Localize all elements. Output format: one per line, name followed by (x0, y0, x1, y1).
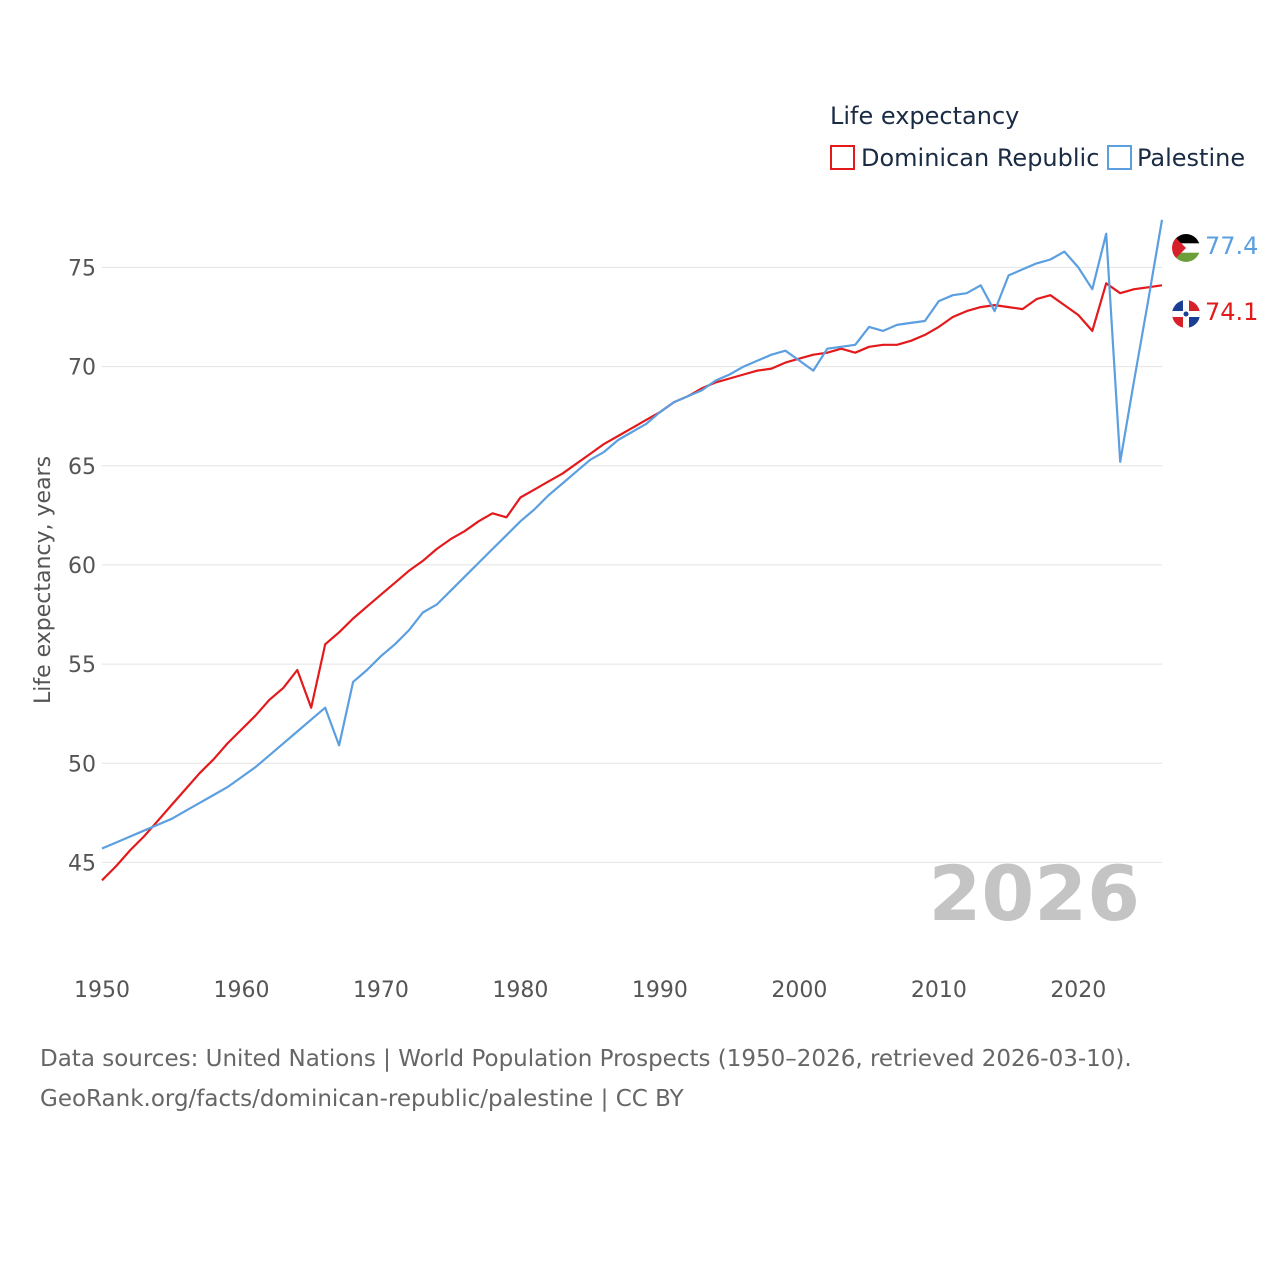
x-tick-label: 1980 (492, 978, 548, 1003)
legend-swatch-dominican-republic (830, 145, 855, 170)
current-year-watermark: 2026 (928, 849, 1140, 938)
footer-attribution[interactable]: GeoRank.org/facts/dominican-republic/pal… (40, 1086, 684, 1112)
x-tick-label: 2000 (771, 978, 827, 1003)
x-tick-label: 2020 (1050, 978, 1106, 1003)
palestine-flag-icon (1172, 234, 1200, 262)
x-tick-label: 1990 (632, 978, 688, 1003)
life-expectancy-chart: 45 50 55 60 65 70 75 1950 1960 1970 1980 1990 2000 2… (31, 102, 1258, 1003)
y-tick-label: 60 (68, 554, 96, 579)
x-tick-label: 1950 (74, 978, 130, 1003)
footer-data-sources: Data sources: United Nations | World Pop… (40, 1046, 1132, 1072)
x-tick-label: 1960 (213, 978, 269, 1003)
y-tick-label: 65 (68, 455, 96, 480)
legend-title: Life expectancy (830, 102, 1019, 130)
series-line-palestine[interactable] (101, 219, 1164, 850)
legend-label-palestine: Palestine (1137, 144, 1245, 172)
y-tick-label: 55 (68, 653, 96, 678)
y-tick-label: 50 (68, 752, 96, 777)
legend: Life expectancy Dominican Republic Pales… (830, 102, 1245, 172)
grid-lines (102, 266, 1162, 863)
y-axis-ticks: 45 50 55 60 65 70 75 (68, 256, 96, 876)
x-axis-ticks: 1950 1960 1970 1980 1990 2000 2010 2020 (74, 978, 1106, 1003)
y-tick-label: 70 (68, 356, 96, 381)
end-label-palestine: 77.4 (1205, 232, 1258, 260)
dominican-republic-flag-icon (1172, 300, 1200, 328)
legend-label-dominican-republic: Dominican Republic (861, 144, 1099, 172)
legend-swatch-palestine (1107, 145, 1132, 170)
y-tick-label: 45 (68, 851, 96, 876)
series-lines (101, 219, 1164, 882)
series-line-dominican-republic[interactable] (101, 282, 1163, 882)
x-tick-label: 2010 (911, 978, 967, 1003)
y-tick-label: 75 (68, 256, 96, 281)
y-axis-title: Life expectancy, years (31, 456, 56, 704)
end-label-dominican-republic: 74.1 (1205, 298, 1258, 326)
legend-item-dominican-republic[interactable]: Dominican Republic (830, 144, 1099, 172)
legend-item-palestine[interactable]: Palestine (1107, 144, 1245, 172)
x-tick-label: 1970 (353, 978, 409, 1003)
